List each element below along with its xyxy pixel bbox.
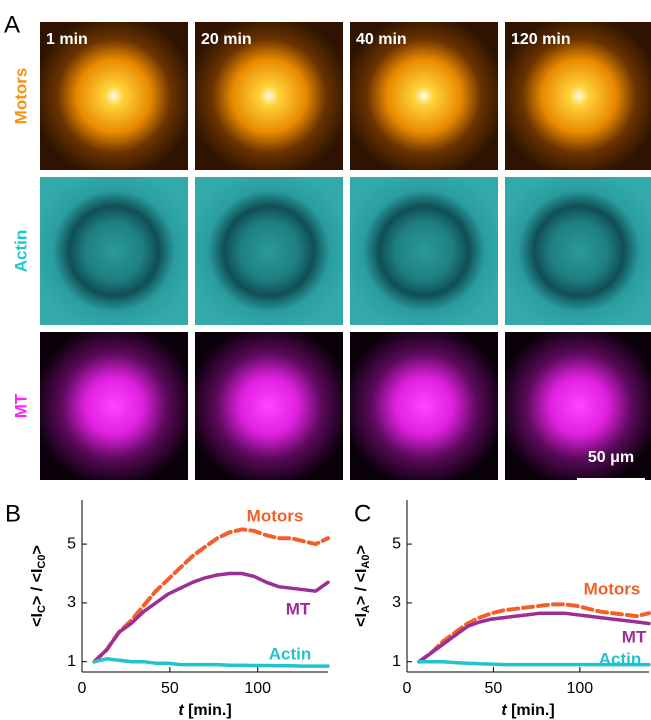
- y-axis-label-part: <I: [353, 613, 370, 627]
- y-axis-label-part: <I: [29, 613, 46, 627]
- y-tick-label: 3: [67, 594, 76, 611]
- y-axis-label-part: A: [360, 605, 372, 613]
- series-label: MT: [286, 599, 311, 618]
- y-tick-label: 1: [67, 653, 76, 670]
- micrograph: [505, 177, 651, 325]
- micrograph: [40, 332, 188, 480]
- x-axis-label-part: t: [178, 702, 184, 719]
- scale-bar: [577, 478, 645, 484]
- x-axis-label-part: t: [501, 702, 507, 719]
- x-tick-label: 0: [78, 680, 87, 697]
- micrograph: [195, 22, 343, 170]
- x-axis-label: t [min.]: [178, 702, 231, 719]
- row-label: Motors: [11, 68, 30, 125]
- series-label: Motors: [584, 579, 641, 598]
- micrograph: [350, 177, 498, 325]
- x-tick-label: 0: [403, 680, 412, 697]
- micrograph: [40, 177, 188, 325]
- x-tick-label: 50: [485, 680, 503, 697]
- y-axis-label-part: A0: [360, 555, 372, 569]
- row-label: Actin: [11, 230, 30, 273]
- micrograph: [195, 332, 343, 480]
- x-axis-label-part: [min.]: [507, 702, 555, 719]
- micrograph: [350, 22, 498, 170]
- y-tick-label: 1: [392, 653, 401, 670]
- y-axis-label-part: >: [353, 545, 370, 554]
- micrograph: [505, 22, 651, 170]
- micrograph: [350, 332, 498, 480]
- y-axis-label-part: >: [29, 545, 46, 554]
- column-label: 40 min: [356, 31, 407, 48]
- y-axis-label-part: C: [36, 605, 48, 613]
- y-axis-label-part: C0: [36, 555, 48, 569]
- panel-letter: B: [5, 500, 21, 527]
- micrograph: [505, 332, 651, 480]
- y-axis-label: <IC> / <IC0>: [29, 545, 48, 627]
- y-axis-label-part: > / <I: [29, 569, 46, 605]
- y-axis-label-part: > / <I: [353, 569, 370, 605]
- series-label: MT: [622, 627, 647, 646]
- x-tick-label: 50: [161, 680, 179, 697]
- column-label: 120 min: [511, 31, 571, 48]
- series-line: [417, 602, 651, 664]
- y-axis-label: <IA> / <IA0>: [353, 545, 372, 627]
- y-tick-label: 5: [392, 535, 401, 552]
- y-tick-label: 3: [392, 594, 401, 611]
- x-axis-label: t [min.]: [501, 702, 554, 719]
- micrograph: [40, 22, 188, 170]
- scale-label: 50 μm: [588, 449, 634, 466]
- panel-letter: C: [354, 500, 371, 527]
- panel-letter: A: [4, 11, 20, 38]
- series-line: [92, 657, 330, 668]
- series-label: Actin: [269, 644, 312, 663]
- series-line: [92, 527, 330, 664]
- series-label: Motors: [247, 506, 304, 525]
- series-label: Actin: [599, 649, 642, 668]
- micrograph: [195, 177, 343, 325]
- x-axis-label-part: [min.]: [184, 702, 232, 719]
- row-label: MT: [11, 393, 30, 418]
- x-tick-label: 100: [244, 680, 271, 697]
- column-label: 1 min: [46, 31, 88, 48]
- series-line: [92, 571, 330, 664]
- series-line: [417, 659, 651, 667]
- x-tick-label: 100: [567, 680, 594, 697]
- column-label: 20 min: [201, 31, 252, 48]
- series-line: [417, 611, 651, 664]
- y-tick-label: 5: [67, 535, 76, 552]
